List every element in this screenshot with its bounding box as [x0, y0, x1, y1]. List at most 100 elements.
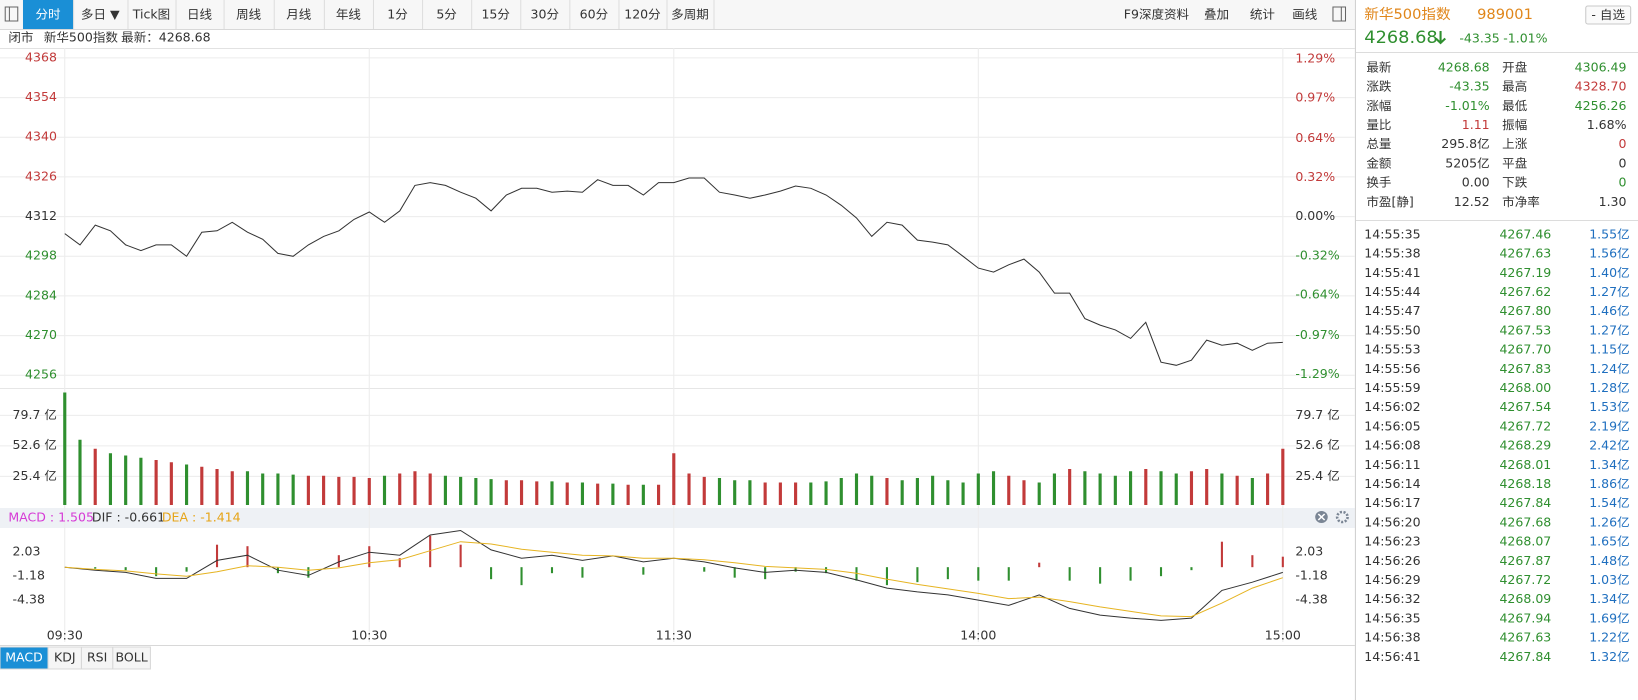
volume-bar: [443, 475, 447, 505]
volume-bar: [413, 471, 417, 505]
quote-label: 振幅: [1502, 117, 1527, 132]
tool-button[interactable]: 叠加: [1204, 8, 1229, 22]
tab-label[interactable]: 60分: [580, 8, 608, 22]
settings-icon[interactable]: [1335, 510, 1349, 524]
macd-bar: [1129, 567, 1132, 581]
tab-label[interactable]: 15分: [481, 8, 509, 22]
volume-bar: [1022, 480, 1026, 505]
volume-bar: [1266, 473, 1270, 505]
tab-label[interactable]: 日线: [187, 8, 212, 22]
latest-price: 最新：4268.68: [121, 30, 210, 45]
tab-label[interactable]: 120分: [624, 8, 660, 22]
indicator-tab[interactable]: [112, 646, 151, 670]
quote-label: 开盘: [1502, 60, 1527, 75]
quote-value: 1.68%: [1587, 118, 1627, 132]
indicator-tab-label[interactable]: KDJ: [54, 651, 76, 665]
indicator-legend: DIF : -0.661: [92, 511, 165, 525]
tab-label[interactable]: 多日 ▼: [81, 8, 120, 22]
macd-bar: [429, 535, 432, 568]
tick-time: 14:56:38: [1364, 631, 1420, 645]
tool-button[interactable]: 画线: [1292, 8, 1317, 22]
volume-bar: [1235, 475, 1239, 505]
tool-button[interactable]: 统计: [1250, 8, 1275, 22]
volume-bar: [961, 482, 965, 505]
quote-label: 平盘: [1502, 156, 1527, 171]
tick-volume: 1.32亿: [1589, 649, 1629, 664]
tick-price: 4268.29: [1499, 439, 1551, 453]
quote-label: 涨跌: [1366, 79, 1391, 94]
macd-bar: [703, 567, 706, 572]
tick-price: 4267.19: [1499, 266, 1551, 280]
quote-price: 4268.68: [1364, 28, 1437, 48]
tab-label[interactable]: 多周期: [671, 8, 709, 22]
quote-label: 总量: [1366, 137, 1391, 151]
volume-bar: [748, 480, 752, 505]
macd-bar: [307, 567, 310, 578]
y-tick-label: 2.03: [13, 545, 41, 559]
tick-price: 4267.83: [1499, 362, 1551, 376]
tick-time: 14:56:17: [1364, 496, 1420, 510]
tick-volume: 1.55亿: [1589, 227, 1629, 242]
market-state: 闭市: [8, 30, 33, 45]
tab-label[interactable]: 年线: [336, 8, 361, 22]
tab-label[interactable]: 5分: [436, 8, 457, 22]
quote-name: 新华500指数: [1364, 6, 1450, 23]
macd-bar: [215, 544, 219, 568]
y-tick-label-right: 79.7 亿: [1295, 407, 1339, 422]
volume-bar: [489, 479, 493, 505]
tab-label[interactable]: 月线: [286, 8, 311, 22]
volume-bar: [519, 480, 524, 505]
indicator-tab-label[interactable]: BOLL: [116, 651, 148, 665]
tick-price: 4267.62: [1499, 285, 1551, 299]
watch-button-label: - 自选: [1591, 8, 1625, 22]
macd-bar: [946, 567, 949, 580]
volume-bar: [169, 462, 173, 505]
macd-bar: [124, 567, 127, 571]
tick-price: 4267.70: [1499, 343, 1551, 357]
quote-value: 0: [1619, 176, 1627, 190]
macd-line: [64, 541, 1283, 618]
tab[interactable]: [22, 0, 74, 29]
macd-bar: [642, 567, 645, 575]
tab-label[interactable]: 分时: [36, 8, 61, 22]
volume-bar: [1174, 473, 1178, 505]
volume-bar: [626, 484, 630, 505]
tick-time: 14:56:32: [1364, 592, 1420, 606]
tab-label[interactable]: 30分: [531, 8, 559, 22]
tab-label[interactable]: 周线: [236, 8, 261, 22]
tab-label[interactable]: 1分: [387, 8, 408, 22]
tick-volume: 1.03亿: [1589, 572, 1629, 587]
panel-toggle-icon[interactable]: [1332, 6, 1347, 22]
volume-bar: [337, 476, 341, 505]
tick-volume: 1.22亿: [1589, 630, 1629, 645]
volume-bar: [915, 478, 919, 505]
tick-volume: 1.40亿: [1589, 265, 1629, 280]
quote-label: 换手: [1366, 176, 1391, 190]
volume-bar: [245, 471, 250, 505]
volume-bar: [824, 481, 828, 505]
volume-bar: [870, 475, 874, 505]
watch-button[interactable]: [1585, 5, 1632, 25]
indicator-tab-label[interactable]: RSI: [87, 651, 107, 665]
macd-bar: [155, 567, 158, 577]
macd-bar: [794, 567, 797, 572]
macd-bar: [855, 567, 858, 581]
volume-bar: [596, 483, 600, 505]
volume-bar: [367, 478, 371, 505]
y-tick-label-right: 25.4 亿: [1295, 468, 1339, 483]
y-tick-label: 4368: [25, 51, 57, 65]
macd-bar: [490, 567, 493, 580]
sidebar-toggle-icon[interactable]: [4, 6, 19, 22]
quote-value: 1.11: [1462, 118, 1490, 132]
tab-label[interactable]: Tick图: [132, 8, 170, 22]
y2-tick-label: 0.64%: [1295, 131, 1335, 145]
indicator-tab-label[interactable]: MACD: [5, 651, 43, 665]
y2-tick-label: 1.29%: [1295, 52, 1335, 66]
volume-bar: [215, 469, 219, 505]
volume-bar: [1281, 448, 1285, 505]
quote-label: 市净率: [1502, 194, 1540, 209]
volume-bar: [504, 480, 508, 505]
tick-time: 14:56:05: [1364, 420, 1420, 434]
volume-bar: [108, 453, 113, 505]
tool-button[interactable]: F9深度资料: [1124, 7, 1189, 22]
